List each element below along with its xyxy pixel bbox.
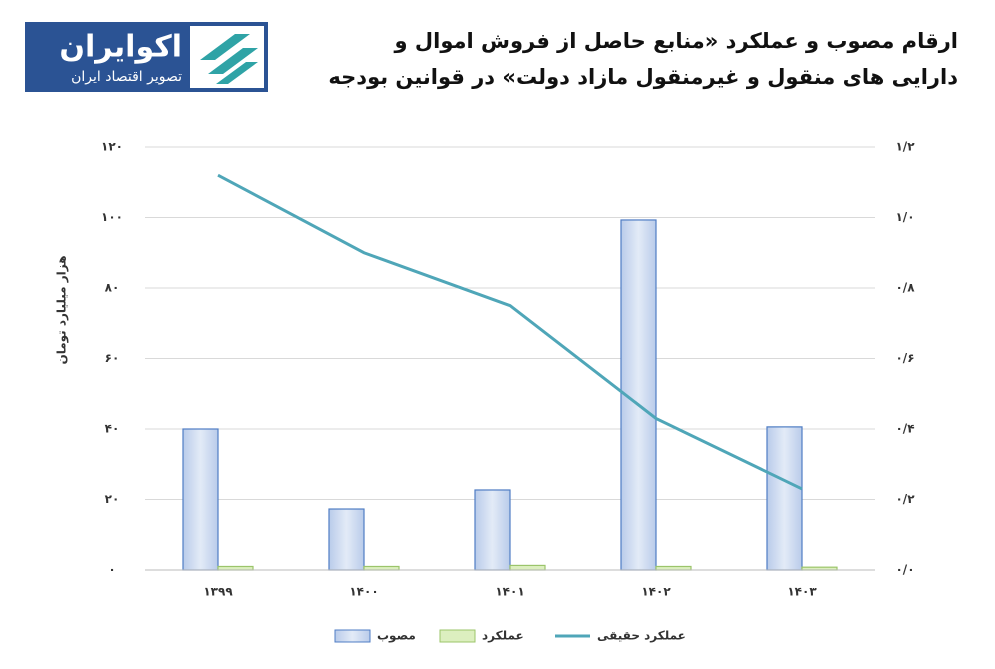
legend-swatch <box>439 629 476 643</box>
bar <box>655 565 692 571</box>
x-tick-label: ۱۳۹۹ <box>203 585 233 599</box>
chart-title: ارقام مصوب و عملکرد «منابع حاصل از فروش … <box>394 29 958 53</box>
logo-name: اکوایران <box>59 30 182 65</box>
line-series <box>217 173 803 491</box>
y2-tick-label: ۰/۸ <box>895 281 915 295</box>
bar <box>217 565 254 571</box>
logo: اکوایران تصویر اقتصاد ایران <box>25 22 268 92</box>
y-tick-label: ۶۰ <box>105 351 120 365</box>
legend-label: عملکرد حقیقی <box>597 629 686 643</box>
logo-icon <box>200 34 258 84</box>
bar <box>509 564 546 571</box>
logo-tagline: تصویر اقتصاد ایران <box>71 69 182 85</box>
y-axis-title: هزار میلیارد تومان <box>55 255 70 364</box>
chart-title: دارایی های منقول و غیرمنقول مازاد دولت» … <box>328 65 958 89</box>
y-tick-label: ۰ <box>108 563 115 577</box>
x-tick-label: ۱۴۰۰ <box>349 585 378 599</box>
y2-tick-label: ۰/۶ <box>895 351 914 365</box>
y-tick-label: ۴۰ <box>105 422 120 436</box>
bar <box>363 565 400 571</box>
y2-tick-label: ۰/۴ <box>895 422 914 436</box>
x-tick-label: ۱۴۰۲ <box>641 585 671 599</box>
bar <box>766 426 803 571</box>
legend-swatch <box>334 629 371 643</box>
x-tick-label: ۱۴۰۱ <box>495 585 524 599</box>
y2-tick-label: ۰/۲ <box>895 492 915 506</box>
x-tick-label: ۱۴۰۳ <box>787 585 817 599</box>
legend-label: عملکرد <box>482 629 524 643</box>
y-tick-label: ۱۲۰ <box>101 140 123 154</box>
bar <box>328 508 365 571</box>
y-tick-label: ۱۰۰ <box>101 210 123 224</box>
y2-tick-label: ۱/۰ <box>895 210 914 224</box>
bar <box>474 489 511 571</box>
y-tick-label: ۸۰ <box>105 281 120 295</box>
bar <box>182 428 219 571</box>
y2-tick-label: ۰/۰ <box>895 563 914 577</box>
y2-tick-label: ۱/۲ <box>895 140 915 154</box>
y-tick-label: ۲۰ <box>105 492 120 506</box>
legend-label: مصوب <box>377 629 416 644</box>
